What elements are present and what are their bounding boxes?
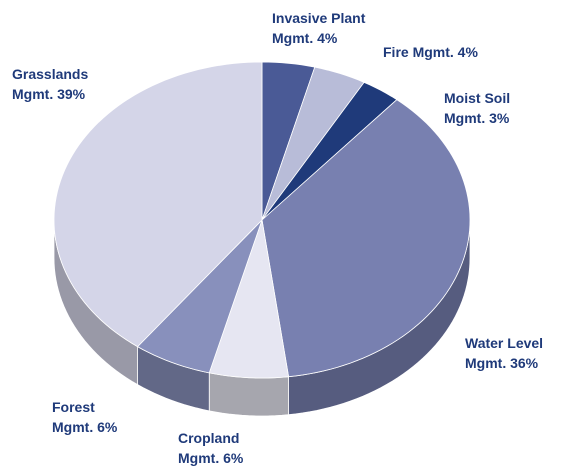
data-label: Invasive Plant Mgmt. 4% bbox=[272, 8, 382, 48]
value-label: 39% bbox=[57, 86, 86, 102]
slice bbox=[53, 61, 263, 348]
data-label: Water Level Mgmt. 36% bbox=[465, 333, 565, 373]
value-label: 36% bbox=[510, 355, 539, 371]
slice bbox=[261, 81, 398, 221]
data-label: Cropland Mgmt. 6% bbox=[178, 428, 268, 468]
slice-side bbox=[208, 372, 289, 417]
category-label: Forest Mgmt. bbox=[52, 399, 95, 435]
value-label: 6% bbox=[97, 419, 118, 435]
slice bbox=[136, 219, 263, 374]
slice bbox=[261, 61, 316, 221]
category-label: Grasslands Mgmt. bbox=[12, 66, 89, 102]
slice bbox=[261, 99, 471, 378]
category-label: Moist Soil Mgmt. bbox=[444, 90, 511, 126]
value-label: 4% bbox=[457, 44, 478, 60]
value-label: 4% bbox=[317, 30, 338, 46]
category-label: Cropland Mgmt. bbox=[178, 430, 240, 466]
category-label: Invasive Plant Mgmt. bbox=[272, 10, 366, 46]
data-label: Moist Soil Mgmt. 3% bbox=[444, 88, 534, 128]
slice bbox=[261, 66, 365, 221]
category-label: Water Level Mgmt. bbox=[465, 335, 544, 371]
slice bbox=[208, 219, 290, 379]
data-label: Fire Mgmt. 4% bbox=[383, 42, 478, 62]
data-label: Grasslands Mgmt. 39% bbox=[12, 64, 112, 104]
category-label: Fire Mgmt. bbox=[383, 44, 454, 60]
value-label: 6% bbox=[223, 450, 244, 466]
data-label: Forest Mgmt. 6% bbox=[52, 397, 132, 437]
value-label: 3% bbox=[489, 110, 510, 126]
